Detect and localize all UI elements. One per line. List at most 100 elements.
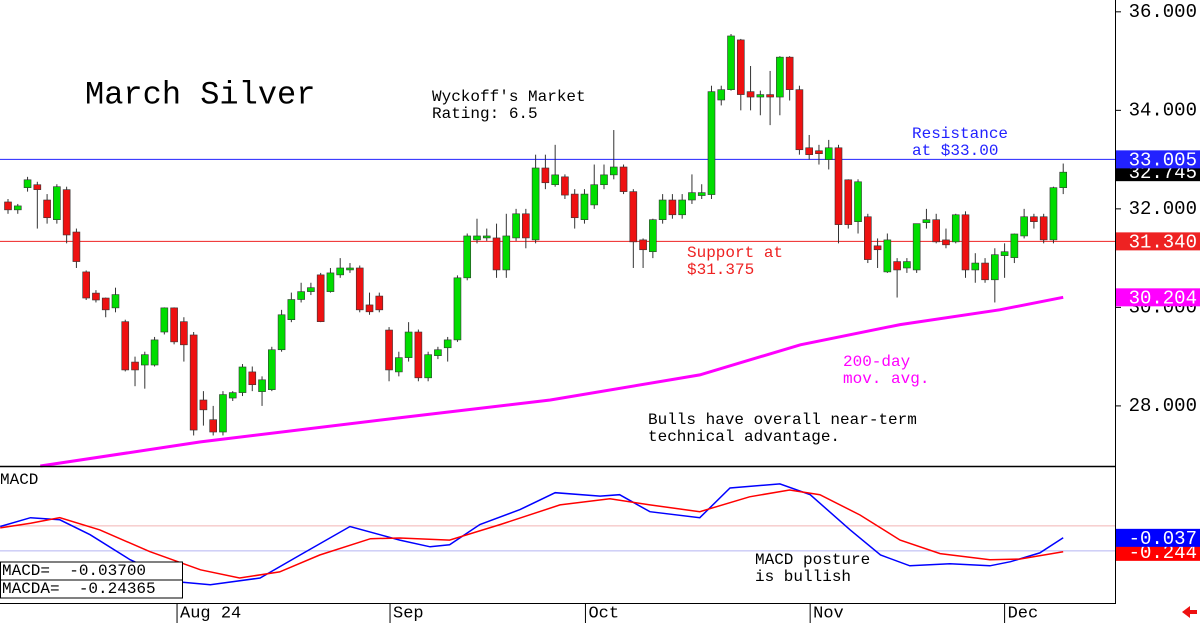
candle-body bbox=[189, 334, 198, 431]
candle-body bbox=[111, 294, 120, 309]
candle-body bbox=[844, 179, 853, 225]
candle-body bbox=[629, 191, 638, 243]
annotation: Support at $31.375 bbox=[687, 244, 783, 279]
candle-body bbox=[981, 262, 989, 281]
candle-body bbox=[541, 167, 550, 184]
candle-body bbox=[864, 216, 872, 260]
candle-body bbox=[326, 272, 335, 292]
candle-body bbox=[502, 235, 511, 271]
annotation: Resistance at $33.00 bbox=[912, 125, 1008, 160]
candle-body bbox=[473, 235, 481, 241]
candle-body bbox=[424, 354, 432, 379]
moving-average bbox=[40, 295, 1064, 468]
candle-body bbox=[531, 167, 540, 241]
scroll-arrow[interactable] bbox=[1182, 606, 1197, 618]
candle-body bbox=[785, 56, 794, 90]
readout: MACDA= -0.24365 bbox=[2, 580, 156, 598]
candle-body bbox=[649, 219, 657, 253]
value-box bbox=[1116, 542, 1200, 561]
candle-body bbox=[463, 235, 472, 279]
candle-body bbox=[873, 245, 882, 251]
candle-body bbox=[140, 354, 149, 366]
candle-body bbox=[561, 176, 569, 196]
value-box bbox=[1116, 232, 1200, 251]
candle-body bbox=[1010, 233, 1019, 258]
candle-body bbox=[492, 237, 501, 271]
candle-body bbox=[658, 199, 667, 220]
candle-body bbox=[961, 214, 970, 271]
chart-title: March Silver bbox=[85, 76, 315, 113]
candle-body bbox=[316, 274, 325, 322]
y-tick-label: 36.000 bbox=[1129, 1, 1197, 23]
candle-body bbox=[297, 291, 305, 300]
candle-body bbox=[512, 213, 520, 239]
candle-body bbox=[600, 174, 608, 186]
candle-body bbox=[971, 262, 980, 271]
candle-body bbox=[883, 239, 892, 273]
candle-body bbox=[570, 193, 579, 219]
candle-body bbox=[385, 329, 393, 371]
candle-body bbox=[1049, 187, 1058, 241]
candle-body bbox=[688, 192, 696, 201]
candle-body bbox=[805, 147, 813, 155]
candle-body bbox=[609, 166, 618, 176]
candle-body bbox=[815, 150, 823, 154]
candle-body bbox=[414, 331, 423, 379]
candle-body bbox=[13, 205, 22, 211]
candle-body bbox=[375, 295, 384, 311]
candle-body bbox=[219, 394, 227, 433]
candle-body bbox=[727, 35, 735, 90]
candle-body bbox=[199, 399, 208, 411]
candle-body bbox=[434, 349, 442, 356]
candle-body bbox=[893, 261, 901, 271]
readout-box bbox=[0, 579, 183, 599]
candle-body bbox=[834, 147, 843, 225]
candle-body bbox=[258, 379, 266, 392]
candle-body bbox=[53, 186, 61, 220]
candle-body bbox=[160, 307, 169, 333]
value-box-label: 33.005 bbox=[1129, 149, 1197, 171]
value-box-label: 31.340 bbox=[1129, 231, 1197, 253]
candle-body bbox=[4, 201, 12, 211]
candle-body bbox=[1000, 251, 1009, 256]
candle-body bbox=[33, 184, 42, 190]
candle-body bbox=[1030, 216, 1038, 222]
candle-body bbox=[238, 366, 247, 393]
y-tick-label: 28.000 bbox=[1129, 395, 1197, 417]
candle-body bbox=[639, 239, 647, 251]
candle-body bbox=[697, 192, 706, 196]
candle-body bbox=[82, 271, 90, 299]
candle-body bbox=[854, 181, 862, 222]
candle-body bbox=[209, 419, 217, 433]
candle-body bbox=[92, 292, 100, 301]
candle-body bbox=[101, 297, 110, 311]
candle-body bbox=[951, 214, 960, 243]
annotation: 200-day mov. avg. bbox=[843, 353, 929, 388]
candle-body bbox=[365, 304, 374, 313]
candle-body bbox=[170, 307, 178, 343]
x-tick-label: Nov bbox=[813, 604, 844, 623]
x-tick-label: Sep bbox=[393, 604, 424, 623]
macd-line bbox=[0, 489, 1064, 579]
y-tick-label: 34.000 bbox=[1129, 99, 1197, 121]
candle-body bbox=[707, 91, 716, 195]
candle-body bbox=[736, 39, 745, 95]
candle-body bbox=[668, 199, 677, 216]
candle-body bbox=[248, 371, 257, 386]
candle-body bbox=[395, 357, 403, 373]
candle-body bbox=[228, 392, 237, 399]
candle-body bbox=[551, 174, 559, 186]
candle-body bbox=[336, 267, 345, 276]
candle-body bbox=[277, 314, 286, 351]
candle-body bbox=[121, 321, 130, 371]
candle-body bbox=[355, 267, 364, 311]
candle-body bbox=[43, 199, 51, 219]
candle-body bbox=[912, 223, 921, 271]
annotation: Wyckoff's Market Rating: 6.5 bbox=[432, 88, 586, 123]
candle-body bbox=[756, 94, 765, 98]
candle-body bbox=[307, 287, 315, 292]
y-tick-label: 32.000 bbox=[1129, 198, 1197, 220]
candle-body bbox=[23, 179, 32, 188]
candle-body bbox=[287, 299, 296, 320]
